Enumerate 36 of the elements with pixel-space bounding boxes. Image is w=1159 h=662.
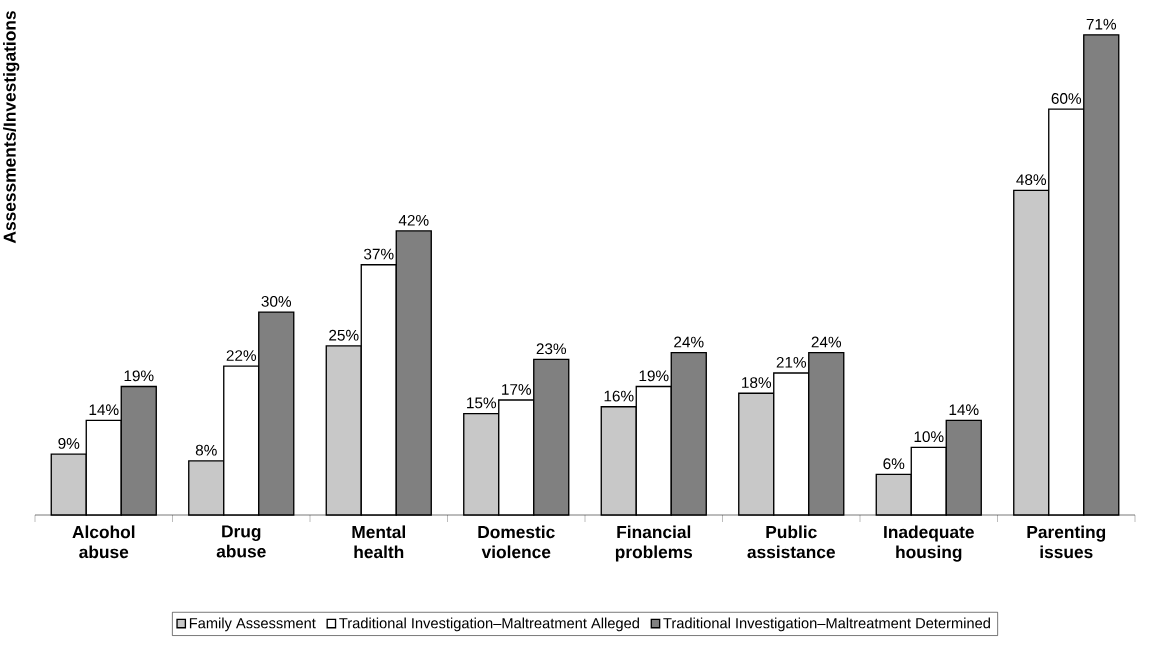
x-tick-label: Alcohol abuse: [72, 525, 135, 559]
data-label: 18%: [742, 377, 772, 388]
x-tick-label: Public assistance: [747, 525, 835, 559]
x-tick-label: Inadequate housing: [884, 525, 974, 562]
data-label: 15%: [467, 397, 497, 409]
data-label: 14%: [89, 404, 119, 416]
data-label: 22%: [226, 350, 257, 361]
legend-label: Family Assessment: [189, 617, 316, 632]
x-tick-label: Mental health: [352, 525, 405, 559]
legend-label: Traditional Investigation–Maltreatment Determined: [663, 617, 990, 632]
data-label: 25%: [329, 329, 359, 341]
data-label: 6%: [883, 458, 905, 470]
x-tick-label: Parenting issues: [1027, 525, 1106, 559]
x-tick-label: Domestic violence: [478, 525, 555, 559]
y-axis-title: Assessments/Investigations: [3, 11, 20, 244]
data-label: 24%: [674, 336, 704, 348]
data-label: 37%: [364, 248, 394, 260]
data-label: 24%: [811, 336, 842, 348]
data-label: 48%: [1016, 174, 1047, 186]
data-label: 10%: [914, 431, 944, 443]
data-label: 42%: [398, 214, 429, 226]
data-label: 30%: [261, 295, 292, 307]
x-tick-label: Financial problems: [615, 525, 693, 562]
data-label: 9%: [58, 438, 80, 449]
x-tick-label: Drug abuse: [216, 525, 266, 558]
data-label: 17%: [502, 384, 532, 395]
data-label: 19%: [639, 370, 669, 382]
data-label: 21%: [776, 356, 807, 368]
data-label: 60%: [1051, 93, 1082, 104]
legend-label: Traditional Investigation–Maltreatment Alleged: [339, 617, 639, 632]
data-label: 14%: [949, 404, 979, 416]
data-label: 23%: [536, 343, 567, 355]
data-label: 16%: [604, 390, 634, 402]
data-label: 19%: [124, 370, 154, 382]
data-label: 71%: [1086, 18, 1117, 30]
data-label: 8%: [195, 444, 217, 456]
